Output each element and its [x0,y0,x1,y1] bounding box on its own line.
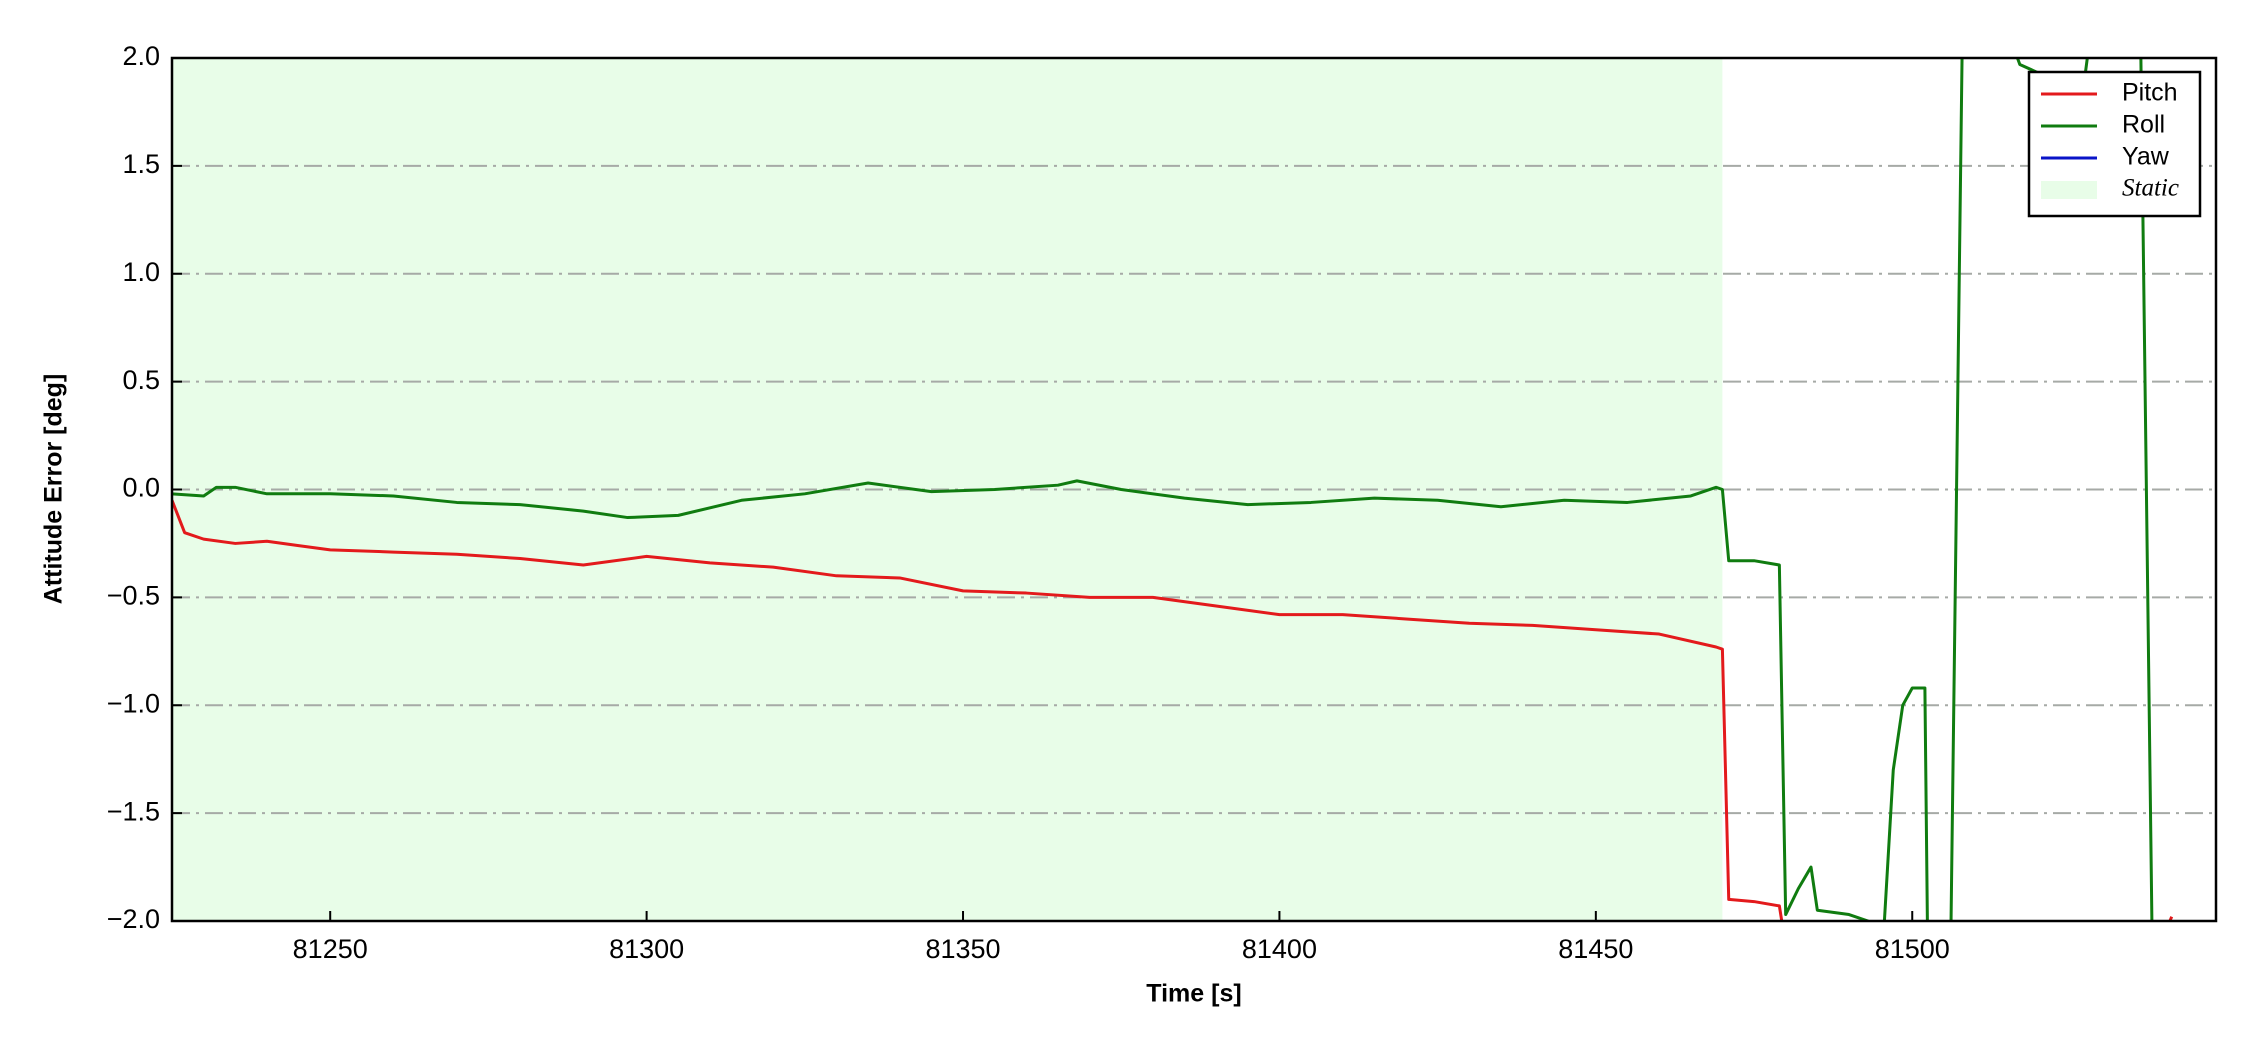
y-tick-label: 2.0 [122,41,160,71]
x-tick-label: 81500 [1875,934,1950,964]
y-axis-label: Attitude Error [deg] [40,374,68,605]
x-tick-label: 81250 [293,934,368,964]
x-tick-label: 81350 [925,934,1000,964]
y-tick-label: 1.0 [122,257,160,287]
legend-label: Static [2122,175,2179,202]
plot-background [172,57,2216,922]
y-tick-label: 0.0 [122,473,160,503]
legend-label: Roll [2122,111,2165,139]
legend: Pitch Roll Yaw Static [2027,70,2202,218]
x-tick-label: 81450 [1558,934,1633,964]
plot-area [172,58,2174,921]
legend-label: Yaw [2122,143,2170,171]
series-line [172,58,2154,921]
x-axis-label: Time [s] [1146,980,1241,1008]
y-tick-label: 0.5 [122,365,160,395]
y-tick-label: −1.0 [107,688,160,718]
x-tick-label: 81300 [609,934,684,964]
legend-label: Pitch [2122,79,2178,107]
series-line [172,499,2174,921]
legend-swatch [2041,181,2097,199]
y-tick-label: −1.5 [107,796,160,826]
y-tick-label: −0.5 [107,581,160,611]
y-tick-label: −2.0 [107,904,160,934]
y-tick-label: 1.5 [122,149,160,179]
x-tick-label: 81400 [1242,934,1317,964]
